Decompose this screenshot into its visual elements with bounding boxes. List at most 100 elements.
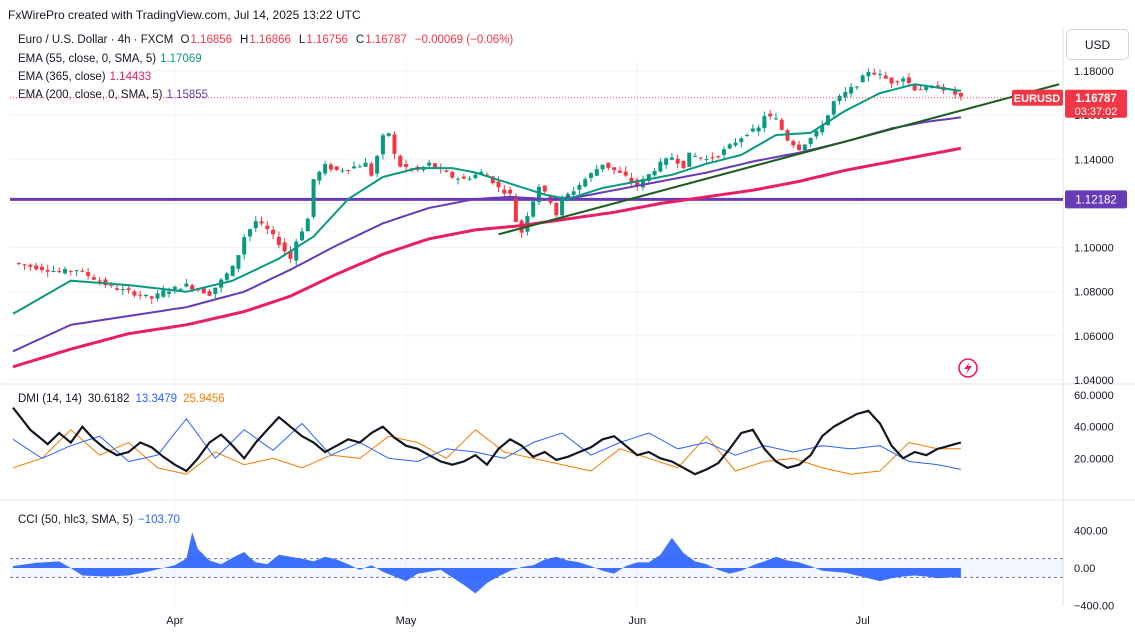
candle-body [357, 166, 362, 168]
candle-body [334, 166, 339, 171]
currency-button[interactable]: USD [1066, 29, 1129, 60]
ohlc-l: L1.16756 [298, 34, 348, 46]
y-tick-label: 1.04000 [1074, 375, 1114, 387]
last-price-value: 1.16787 [1075, 93, 1117, 105]
candle-body [612, 167, 617, 171]
candle-body [149, 296, 154, 299]
candle-body [531, 201, 536, 217]
ohlc-c: C1.16787 [355, 34, 407, 46]
candle-body [808, 137, 813, 144]
dmi-legend-part: DMI (14, 14) [18, 393, 82, 405]
candle-body [120, 289, 125, 291]
candle-body [745, 135, 750, 137]
ohlc-o: O1.16856 [180, 34, 233, 46]
candle-body [288, 250, 293, 259]
candle-body [496, 181, 501, 188]
candle-body [756, 127, 761, 132]
candle-body [779, 119, 784, 130]
candle-body [57, 271, 62, 273]
candle-body [155, 293, 160, 299]
candle-body [646, 174, 651, 181]
candle-body [721, 149, 726, 155]
candle-body [924, 86, 929, 90]
candle-body [363, 162, 368, 167]
candle-body [479, 171, 484, 175]
indicator-legend-2[interactable]: EMA (200, close, 0, SMA, 5) 1.15855 [18, 89, 212, 101]
lightning-icon [964, 362, 972, 374]
candle-body [698, 157, 703, 159]
y-tick-label: 1.14000 [1074, 154, 1114, 166]
candle-body [265, 225, 270, 230]
cci-legend-value: −103.70 [138, 514, 180, 526]
candle-body [623, 171, 628, 176]
candle-body [583, 179, 588, 187]
candle-body [693, 156, 698, 158]
candle-body [785, 130, 790, 141]
symbol-badge [1012, 89, 1063, 106]
candle-body [63, 268, 68, 274]
candle-body [242, 237, 247, 255]
candle-body [589, 173, 593, 178]
x-tick-label: Jun [628, 615, 646, 627]
dmi-tick-label: 20.0000 [1074, 453, 1114, 465]
indicator-label: EMA (200, close, 0, SMA, 5) [18, 89, 163, 101]
ohlc-h: H1.16866 [240, 34, 291, 46]
hline-price-label: 1.12182 [1075, 194, 1117, 206]
candle-body [906, 77, 911, 84]
candle-body [860, 75, 865, 83]
countdown: 03:37:02 [1075, 106, 1118, 118]
candle-body [109, 284, 114, 286]
candle-body [444, 170, 449, 173]
indicator-legend-0[interactable]: EMA (55, close, 0, SMA, 5) 1.17069 [18, 53, 206, 65]
candle-body [739, 138, 744, 143]
candle-body [768, 113, 773, 117]
x-tick-label: Jul [856, 615, 870, 627]
candle-body [404, 164, 409, 167]
candle-body [641, 178, 646, 188]
candle-body [126, 288, 131, 291]
candle-body [895, 81, 900, 83]
dmi-adx-line [12, 407, 962, 476]
candle-body [178, 288, 183, 290]
candle-body [502, 189, 507, 194]
candle-body [849, 87, 854, 94]
candle-body [600, 164, 605, 170]
candle-body [513, 196, 518, 222]
y-tick-label: 1.18000 [1074, 66, 1114, 78]
symbol-badge-label: EURUSD [1014, 93, 1061, 105]
candle-body [727, 144, 732, 149]
dmi-legend-part: 25.9456 [183, 393, 225, 405]
candle-body [473, 174, 478, 179]
candle-body [346, 169, 351, 171]
candle-body [664, 158, 669, 165]
candle-body [635, 179, 640, 187]
candle-body [161, 290, 166, 297]
candle-body [22, 264, 27, 266]
candle-body [375, 156, 380, 174]
y-tick-label: 1.10000 [1074, 243, 1114, 255]
candle-body [791, 140, 796, 146]
candle-body [34, 265, 39, 270]
candle-body [629, 177, 634, 182]
candle-body [750, 128, 755, 132]
candle-body [652, 171, 657, 176]
candle-body [490, 176, 495, 184]
candle-body [386, 133, 391, 136]
candle-body [687, 152, 692, 167]
candle-body [681, 160, 686, 169]
candle-body [669, 157, 674, 160]
candle-body [432, 163, 437, 168]
candle-body [16, 263, 21, 265]
symbol-legend: Euro / U.S. Dollar · 4h · FXCM O1.16856 H… [18, 34, 525, 46]
candle-body [878, 73, 882, 75]
candle-body [825, 115, 830, 126]
candle-body [733, 142, 738, 146]
candle-body [236, 255, 241, 269]
candle-body [91, 277, 96, 280]
candle-body [820, 125, 825, 133]
ema200-line [12, 116, 962, 353]
indicator-legend-1[interactable]: EMA (365, close) 1.14433 [18, 71, 155, 83]
candle-body [259, 221, 264, 224]
dmi-tick-label: 40.0000 [1074, 422, 1114, 434]
